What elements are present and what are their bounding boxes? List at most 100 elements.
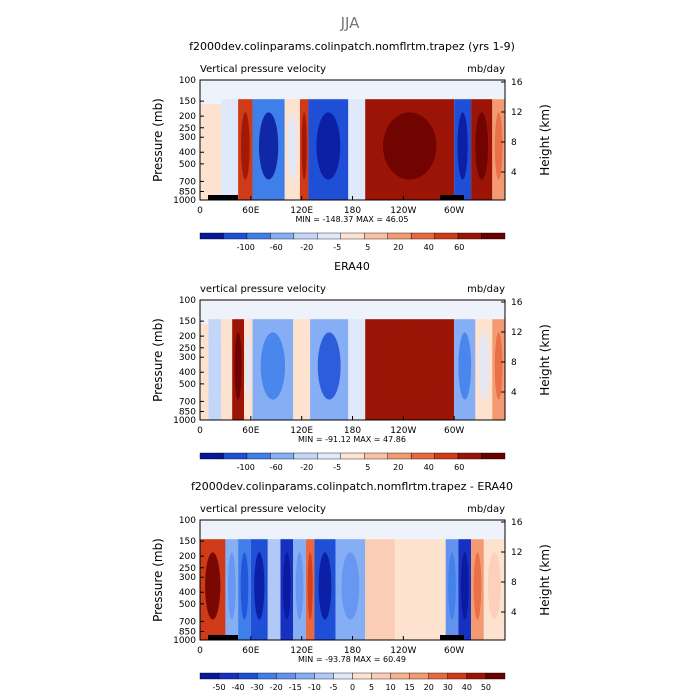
- pressure-tick-label: 250: [179, 564, 196, 574]
- colorbar-label: 40: [424, 243, 434, 252]
- colorbar-label: -40: [232, 683, 245, 692]
- min-max-stats: MIN = -93.78 MAX = 60.49: [298, 655, 406, 664]
- band-core: [405, 552, 436, 620]
- band-core: [316, 112, 341, 180]
- colorbar-label: 15: [405, 683, 415, 692]
- colorbar-label: 0: [350, 683, 355, 692]
- colorbar-label: -20: [270, 683, 283, 692]
- pressure-tick-label: 850: [179, 407, 196, 417]
- height-tick-label: 12: [511, 328, 522, 338]
- band-core: [317, 332, 341, 400]
- band-core: [341, 552, 360, 620]
- height-tick-label: 4: [511, 168, 517, 178]
- colorbar-swatch: [276, 672, 296, 680]
- band-core: [448, 552, 456, 620]
- band-core: [258, 112, 279, 180]
- band-core: [457, 112, 468, 180]
- band-core: [318, 552, 332, 620]
- band-core: [475, 112, 489, 180]
- colorbar-label: -5: [333, 243, 341, 252]
- pressure-tick-label: 300: [179, 573, 196, 583]
- x-tick-label: 120W: [390, 646, 416, 656]
- x-tick-label: 60W: [444, 206, 464, 216]
- colorbar-swatch: [387, 452, 412, 460]
- left-subtitle: vertical pressure velocity: [200, 504, 326, 515]
- colorbar-swatch: [485, 672, 506, 680]
- colorbar-label: -5: [333, 463, 341, 472]
- colorbar-label: -5: [329, 683, 337, 692]
- band-core: [295, 552, 304, 620]
- colorbar-swatch: [314, 672, 334, 680]
- band-core: [458, 332, 472, 400]
- pressure-tick-label: 700: [179, 397, 196, 407]
- pressure-tick-label: 150: [179, 317, 196, 327]
- height-tick-label: 16: [511, 298, 523, 308]
- colorbar-swatch: [317, 452, 341, 460]
- colorbar-label: 40: [462, 683, 472, 692]
- colorbar-swatch: [340, 452, 365, 460]
- band-core: [240, 552, 249, 620]
- colorbar-swatch: [409, 672, 429, 680]
- colorbar-swatch: [199, 672, 220, 680]
- pressure-tick-label: 300: [179, 353, 196, 363]
- left-subtitle: vertical pressure velocity: [200, 284, 326, 295]
- x-tick-label: 60E: [242, 206, 259, 216]
- pressure-tick-label: 200: [179, 112, 196, 122]
- colorbar-swatch: [410, 452, 435, 460]
- colorbar-label: -100: [237, 243, 255, 252]
- season-title: JJA: [340, 14, 361, 32]
- colorbar-label: 40: [424, 463, 434, 472]
- terrain-andes: [440, 635, 464, 640]
- panels: f2000dev.colinparams.colinpatch.nomflrtm…: [151, 40, 552, 692]
- x-tick-label: 120E: [290, 206, 313, 216]
- pressure-tick-label: 150: [179, 97, 196, 107]
- colorbar-swatch: [447, 672, 468, 680]
- x-tick-label: 0: [197, 646, 203, 656]
- colorbar-swatch: [293, 232, 318, 240]
- colorbar-swatch: [481, 232, 506, 240]
- band-core: [223, 332, 230, 400]
- colorbar-swatch: [428, 672, 449, 680]
- height-tick-label: 16: [511, 78, 523, 88]
- terrain-africa: [208, 635, 238, 640]
- colorbar-label: -20: [300, 243, 313, 252]
- colorbar-label: 30: [443, 683, 453, 692]
- band-core: [351, 332, 362, 400]
- pressure-tick-label: 250: [179, 344, 196, 354]
- colorbar-label: 20: [393, 243, 403, 252]
- x-tick-label: 120E: [290, 646, 313, 656]
- colorbar-swatch: [256, 672, 277, 680]
- min-max-stats: MIN = -148.37 MAX = 46.05: [295, 215, 408, 224]
- band-core: [488, 552, 501, 620]
- x-tick-label: 120W: [390, 426, 416, 436]
- colorbar-swatch: [333, 672, 353, 680]
- colorbar-label: 5: [369, 683, 374, 692]
- colorbar-swatch: [246, 452, 271, 460]
- height-tick-label: 12: [511, 548, 522, 558]
- colorbar-swatch: [410, 232, 435, 240]
- band-core: [227, 552, 236, 620]
- pressure-tick-label: 200: [179, 332, 196, 342]
- height-tick-label: 8: [511, 358, 517, 368]
- colorbar-swatch: [218, 672, 239, 680]
- colorbar-swatch: [364, 452, 388, 460]
- band-core: [383, 112, 437, 180]
- pressure-tick-label: 400: [179, 368, 196, 378]
- band-core: [383, 332, 437, 400]
- colorbar-swatch: [434, 232, 459, 240]
- colorbar-swatch: [390, 672, 410, 680]
- x-tick-label: 60E: [242, 646, 259, 656]
- pressure-tick-label: 400: [179, 148, 196, 158]
- terrain-andes: [440, 195, 464, 200]
- colorbar-swatch: [246, 232, 271, 240]
- colorbar-swatch: [387, 232, 412, 240]
- colorbar-label: -15: [289, 683, 302, 692]
- pressure-tick-label: 200: [179, 552, 196, 562]
- colorbar-label: 20: [424, 683, 434, 692]
- colorbar-label: 60: [454, 463, 464, 472]
- x-tick-label: 60W: [444, 646, 464, 656]
- colorbar-label: 5: [365, 243, 370, 252]
- band-core: [296, 332, 307, 400]
- height-tick-label: 16: [511, 518, 523, 528]
